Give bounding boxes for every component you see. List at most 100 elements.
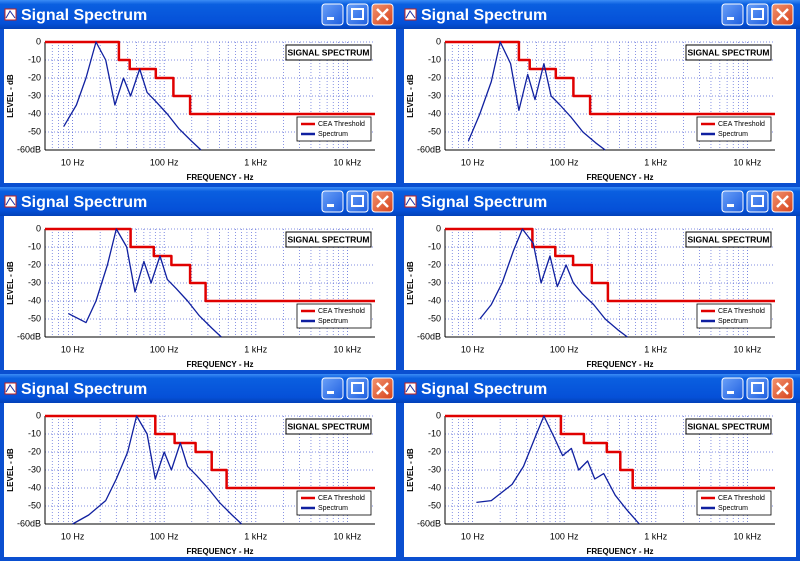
x-tick-label: 100 Hz: [550, 344, 579, 354]
y-tick-label: -20: [28, 259, 41, 269]
y-tick-label: -60dB: [17, 518, 41, 528]
chart-title-box: [685, 44, 772, 61]
y-tick-label: -30: [28, 277, 41, 287]
minimize-button[interactable]: [321, 377, 344, 400]
legend-box: [696, 303, 772, 329]
y-axis-label: LEVEL - dB: [406, 261, 415, 305]
chart-title: SIGNAL SPECTRUM: [287, 47, 369, 57]
legend-box: [296, 116, 372, 142]
spectrum-line: [72, 415, 243, 525]
minimize-glyph: [327, 17, 334, 20]
y-tick-label: -60dB: [17, 144, 41, 154]
chart-title: SIGNAL SPECTRUM: [687, 421, 769, 431]
chart-title-box: [285, 44, 372, 61]
legend-label: Spectrum: [318, 318, 348, 325]
window-icon: [4, 382, 17, 395]
y-tick-label: -20: [428, 72, 441, 82]
x-tick-label: 100 Hz: [550, 157, 579, 167]
maximize-glyph: [351, 8, 364, 20]
legend-label: Spectrum: [718, 505, 748, 512]
y-tick-label: -50: [428, 313, 441, 323]
minimize-button[interactable]: [721, 377, 744, 400]
legend-label: Spectrum: [718, 318, 748, 325]
threshold-line: [45, 227, 375, 303]
window-icon-glyph: [5, 197, 16, 206]
window-title: Signal Spectrum: [21, 194, 147, 211]
x-tick-label: 10 Hz: [461, 531, 485, 541]
maximize-button[interactable]: [346, 377, 369, 400]
y-axis-label: LEVEL - dB: [6, 448, 15, 492]
window-icon: [4, 195, 17, 208]
y-tick-label: -60dB: [17, 331, 41, 341]
chart-title: SIGNAL SPECTRUM: [687, 47, 769, 57]
chart-title-box: [685, 231, 772, 248]
maximize-button[interactable]: [746, 377, 769, 400]
y-tick-label: 0: [36, 36, 41, 46]
y-tick-label: -30: [428, 277, 441, 287]
close-glyph: [376, 8, 389, 21]
window-title: Signal Spectrum: [421, 381, 547, 398]
minimize-button[interactable]: [321, 3, 344, 26]
x-tick-label: 10 kHz: [333, 344, 362, 354]
window-icon-glyph: [405, 10, 416, 19]
x-tick-label: 100 Hz: [550, 531, 579, 541]
legend-label: CEA Threshold: [718, 121, 765, 128]
y-tick-label: -60dB: [417, 331, 441, 341]
x-tick-label: 1 kHz: [244, 344, 268, 354]
x-tick-label: 10 Hz: [61, 531, 85, 541]
maximize-glyph: [751, 8, 764, 20]
maximize-glyph: [351, 382, 364, 394]
minimize-glyph: [727, 391, 734, 394]
y-tick-label: 0: [436, 36, 441, 46]
window-icon: [404, 382, 417, 395]
y-tick-label: -50: [28, 500, 41, 510]
x-tick-label: 1 kHz: [644, 157, 668, 167]
maximize-glyph: [751, 382, 764, 394]
minimize-button[interactable]: [721, 3, 744, 26]
y-tick-label: -10: [28, 54, 41, 64]
window-icon: [404, 8, 417, 21]
maximize-button[interactable]: [346, 3, 369, 26]
window-icon-glyph: [405, 197, 416, 206]
legend-label: Spectrum: [718, 131, 748, 138]
y-tick-label: -60dB: [417, 518, 441, 528]
legend-box: [696, 116, 772, 142]
window-title: Signal Spectrum: [21, 7, 147, 24]
window-icon-glyph: [5, 10, 16, 19]
close-glyph: [376, 195, 389, 208]
y-tick-label: -10: [28, 428, 41, 438]
y-tick-label: -30: [428, 90, 441, 100]
legend-label: CEA Threshold: [718, 308, 765, 315]
y-tick-label: -10: [428, 428, 441, 438]
chart-title: SIGNAL SPECTRUM: [687, 234, 769, 244]
minimize-button[interactable]: [721, 190, 744, 213]
chart-title: SIGNAL SPECTRUM: [287, 234, 369, 244]
x-tick-label: 100 Hz: [150, 157, 179, 167]
x-tick-label: 10 Hz: [61, 157, 85, 167]
y-tick-label: -50: [428, 126, 441, 136]
maximize-button[interactable]: [746, 190, 769, 213]
y-tick-label: -10: [428, 241, 441, 251]
maximize-button[interactable]: [746, 3, 769, 26]
minimize-button[interactable]: [321, 190, 344, 213]
minimize-glyph: [727, 17, 734, 20]
y-tick-label: -10: [28, 241, 41, 251]
x-tick-label: 100 Hz: [150, 344, 179, 354]
chart-title-box: [285, 231, 372, 248]
x-tick-label: 10 Hz: [461, 344, 485, 354]
y-axis-label: LEVEL - dB: [406, 74, 415, 118]
maximize-button[interactable]: [346, 190, 369, 213]
spectrum-line: [63, 41, 202, 151]
threshold-line: [445, 40, 775, 116]
minimize-glyph: [327, 204, 334, 207]
x-tick-label: 10 kHz: [733, 344, 762, 354]
y-tick-label: -40: [428, 108, 441, 118]
y-tick-label: -30: [28, 464, 41, 474]
threshold-line: [445, 414, 775, 490]
y-tick-label: -20: [428, 259, 441, 269]
legend-box: [296, 303, 372, 329]
y-tick-label: -50: [28, 313, 41, 323]
y-tick-label: -20: [428, 446, 441, 456]
